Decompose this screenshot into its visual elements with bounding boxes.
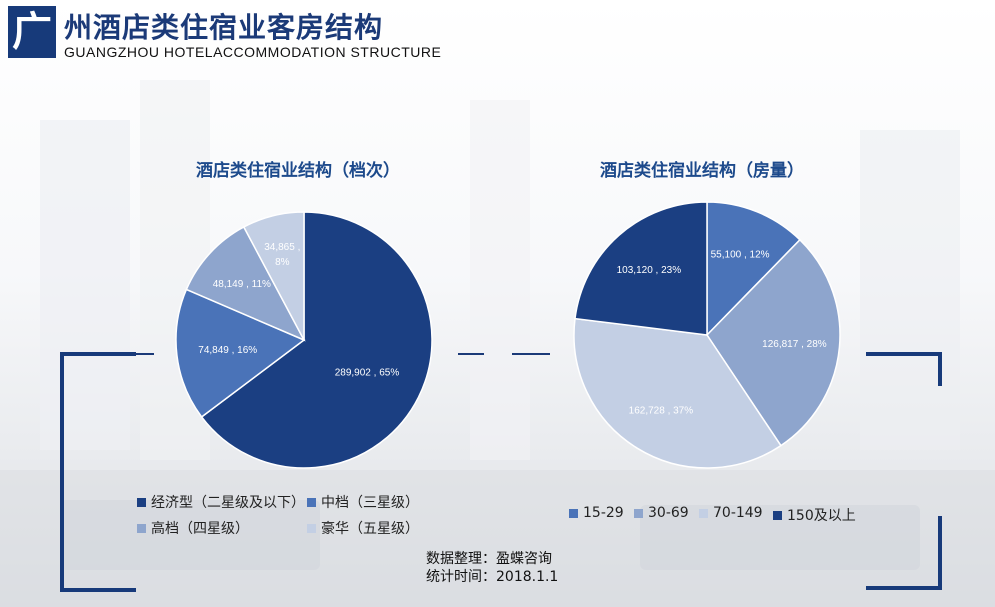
legend-item-grade-1: 经济型（二星级及以下） [137,492,305,512]
pie-slice [242,211,305,341]
frame-bracket-left [60,352,136,592]
legend-label: 经济型（二星级及以下） [151,495,305,511]
page-subtitle: GUANGZHOU HOTELACCOMMODATION STRUCTURE [64,44,442,60]
legend-label: 豪华（五星级） [321,521,419,537]
pie-data-label: 289,902 , 65% [335,367,400,378]
frame-dash-center-a [458,353,484,355]
pie-slice [573,317,782,469]
legend-item-grade-2: 中档（三星级） [307,492,419,512]
legend-swatch [307,523,316,533]
legend-swatch [699,508,708,518]
legend-swatch [307,497,316,507]
pie-slice [706,201,801,337]
pie-data-label: 55,100 , 12% [711,250,770,261]
frame-dash-left [132,353,154,355]
pie-data-label: 34,865 , 8% [264,242,300,268]
legend-item-rooms-2: 30-69 [634,505,689,521]
pie-slice [574,201,708,336]
chart-title-grade: 酒店类住宿业结构（档次） [196,161,400,181]
legend-item-grade-3: 高档（四星级） [137,518,249,538]
legend-label: 中档（三星级） [321,495,419,511]
legend-swatch [569,508,578,518]
legend-label: 150及以上 [787,508,856,524]
pie-chart-grade: 289,902 , 65% 74,849 , 16% 48,149 , 11% 34,… [175,211,433,469]
pie-slice [185,226,306,342]
pie-slice [175,288,306,418]
header-badge: 广 [8,6,56,58]
legend-item-rooms-3: 70-149 [699,505,763,521]
pie-data-label: 48,149 , 11% [213,279,271,290]
source-line-1: 数据整理：盈蝶咨询 [426,551,552,567]
source-line-2: 统计时间：2018.1.1 [426,569,559,585]
legend-item-grade-4: 豪华（五星级） [307,518,419,538]
legend-swatch [137,523,146,533]
pie-data-label: 103,120 , 23% [617,265,682,276]
legend-swatch [634,508,643,518]
pie-slice [200,211,433,469]
legend-item-rooms-1: 15-29 [569,505,624,521]
frame-bracket-right-bottom [866,516,942,590]
pie-chart-rooms: 55,100 , 12% 126,817 , 28% 162,728 , 37% 10… [573,201,841,469]
frame-bracket-right-top [866,352,942,386]
legend-label: 70-149 [713,505,763,521]
pie-slice [706,238,841,447]
pie-data-label: 162,728 , 37% [629,406,694,417]
legend-label: 高档（四星级） [151,521,249,537]
legend-swatch [137,497,146,507]
frame-dash-center-b [512,353,550,355]
chart-title-rooms: 酒店类住宿业结构（房量） [600,161,804,181]
page-title: 州酒店类住宿业客房结构 [64,11,384,44]
legend-item-rooms-4: 150及以上 [773,505,856,525]
legend-label: 30-69 [648,505,689,521]
pie-data-label: 126,817 , 28% [762,339,827,350]
legend-label: 15-29 [583,505,624,521]
data-source-note: 数据整理：盈蝶咨询 统计时间：2018.1.1 [426,550,558,586]
pie-data-label: 74,849 , 16% [198,345,257,356]
legend-swatch [773,510,782,520]
